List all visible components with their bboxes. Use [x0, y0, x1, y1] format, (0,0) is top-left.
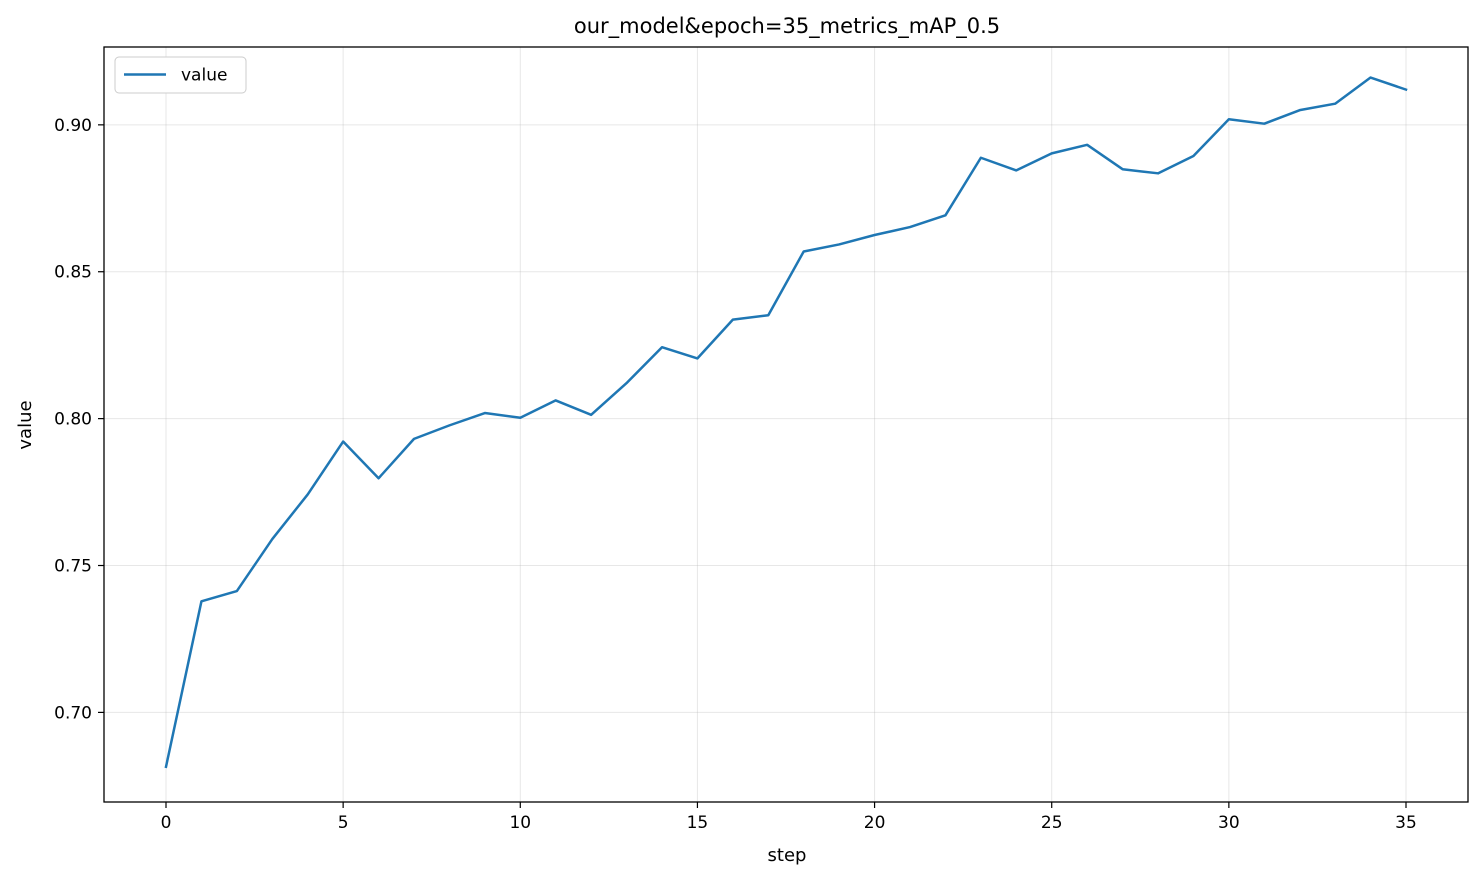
- data-point: [944, 214, 946, 216]
- x-tick-label: 20: [864, 813, 886, 833]
- x-tick-label: 25: [1041, 813, 1063, 833]
- data-point: [271, 538, 273, 540]
- data-point: [1122, 168, 1124, 170]
- data-point: [874, 234, 876, 236]
- legend-box: [114, 56, 247, 94]
- x-tick-label: 35: [1395, 813, 1417, 833]
- data-point: [200, 600, 202, 602]
- data-point: [519, 417, 521, 419]
- data-point: [413, 438, 415, 440]
- x-tick-label: 10: [509, 813, 531, 833]
- data-point: [1192, 155, 1194, 157]
- x-tick-label: 30: [1218, 813, 1240, 833]
- data-point: [1299, 109, 1301, 111]
- legend-label: value: [181, 66, 227, 86]
- data-point: [1157, 172, 1159, 174]
- data-point: [378, 477, 380, 479]
- data-point: [909, 226, 911, 228]
- y-tick-label: 0.85: [54, 263, 92, 283]
- data-point: [448, 424, 450, 426]
- x-axis-label: step: [768, 845, 807, 866]
- data-point: [1228, 118, 1230, 120]
- data-point: [1263, 123, 1265, 125]
- data-point: [1334, 103, 1336, 105]
- x-tick-label: 5: [338, 813, 349, 833]
- data-point: [307, 493, 309, 495]
- ticks: 0 5 10 15 20 25 30 35 0.70 0.75 0.80 0.85 0.90: [54, 116, 1417, 833]
- data-point: [555, 399, 557, 401]
- y-axis-label: value: [15, 400, 36, 449]
- y-tick-label: 0.80: [54, 410, 92, 430]
- plot-area-border: [103, 46, 1469, 803]
- data-point: [1051, 152, 1053, 154]
- legend: value: [114, 56, 247, 94]
- data-point: [661, 346, 663, 348]
- data-point: [484, 412, 486, 414]
- data-point: [590, 414, 592, 416]
- data-point: [803, 250, 805, 252]
- data-point: [1015, 169, 1017, 171]
- data-point: [165, 766, 167, 768]
- y-tick-label: 0.75: [54, 557, 92, 577]
- data-point: [342, 441, 344, 443]
- x-tick-label: 0: [161, 813, 172, 833]
- data-point: [732, 319, 734, 321]
- data-point: [1086, 144, 1088, 146]
- y-tick-label: 0.90: [54, 116, 92, 136]
- chart-title: our_model&epoch=35_metrics_mAP_0.5: [574, 14, 1000, 39]
- data-point: [838, 243, 840, 245]
- data-point: [236, 590, 238, 592]
- data-point: [980, 157, 982, 159]
- series-line: [164, 76, 1408, 769]
- data-point: [1370, 77, 1372, 79]
- grid: [104, 47, 1468, 802]
- data-point: [696, 357, 698, 359]
- y-tick-label: 0.70: [54, 703, 92, 723]
- data-point: [626, 382, 628, 384]
- series-layer: [164, 76, 1408, 769]
- data-point: [1405, 89, 1407, 91]
- data-point: [767, 314, 769, 316]
- x-tick-label: 15: [687, 813, 709, 833]
